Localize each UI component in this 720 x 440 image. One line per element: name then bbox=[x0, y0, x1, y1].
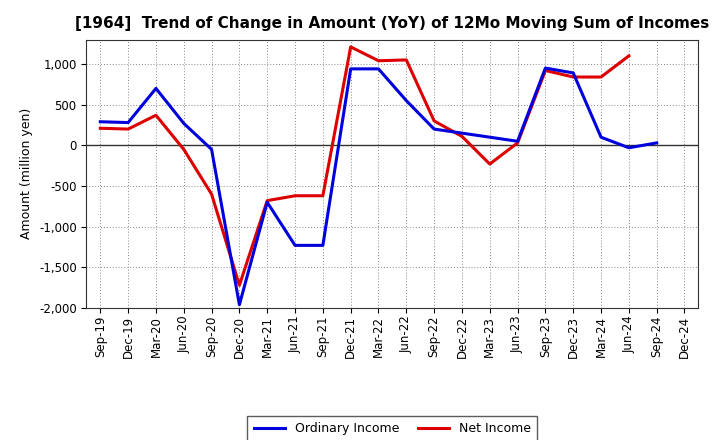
Ordinary Income bbox=[374, 66, 383, 72]
Ordinary Income bbox=[430, 126, 438, 132]
Ordinary Income bbox=[124, 120, 132, 125]
Ordinary Income bbox=[624, 145, 633, 150]
Legend: Ordinary Income, Net Income: Ordinary Income, Net Income bbox=[248, 416, 537, 440]
Net Income bbox=[152, 113, 161, 118]
Ordinary Income bbox=[402, 98, 410, 103]
Ordinary Income bbox=[513, 139, 522, 144]
Ordinary Income bbox=[485, 135, 494, 140]
Title: [1964]  Trend of Change in Amount (YoY) of 12Mo Moving Sum of Incomes: [1964] Trend of Change in Amount (YoY) o… bbox=[76, 16, 709, 32]
Net Income bbox=[291, 193, 300, 198]
Ordinary Income bbox=[96, 119, 104, 125]
Ordinary Income bbox=[569, 70, 577, 76]
Net Income bbox=[458, 134, 467, 139]
Net Income bbox=[624, 53, 633, 59]
Net Income bbox=[513, 140, 522, 146]
Ordinary Income bbox=[179, 121, 188, 126]
Net Income bbox=[124, 126, 132, 132]
Net Income bbox=[318, 193, 327, 198]
Y-axis label: Amount (million yen): Amount (million yen) bbox=[20, 108, 33, 239]
Net Income bbox=[235, 282, 243, 288]
Net Income bbox=[346, 44, 355, 50]
Ordinary Income bbox=[152, 86, 161, 91]
Net Income bbox=[430, 118, 438, 124]
Ordinary Income bbox=[346, 66, 355, 72]
Net Income bbox=[597, 74, 606, 80]
Net Income bbox=[680, 174, 689, 180]
Ordinary Income bbox=[652, 140, 661, 146]
Ordinary Income bbox=[318, 243, 327, 248]
Ordinary Income bbox=[597, 135, 606, 140]
Net Income bbox=[569, 74, 577, 80]
Net Income bbox=[96, 125, 104, 131]
Line: Net Income: Net Income bbox=[100, 47, 685, 285]
Net Income bbox=[179, 147, 188, 152]
Line: Ordinary Income: Ordinary Income bbox=[100, 68, 657, 305]
Ordinary Income bbox=[458, 131, 467, 136]
Ordinary Income bbox=[541, 66, 550, 71]
Ordinary Income bbox=[235, 302, 243, 308]
Net Income bbox=[541, 68, 550, 73]
Ordinary Income bbox=[207, 147, 216, 152]
Net Income bbox=[207, 191, 216, 197]
Ordinary Income bbox=[291, 243, 300, 248]
Net Income bbox=[485, 161, 494, 167]
Net Income bbox=[263, 198, 271, 203]
Net Income bbox=[402, 57, 410, 62]
Net Income bbox=[374, 58, 383, 63]
Ordinary Income bbox=[263, 200, 271, 205]
